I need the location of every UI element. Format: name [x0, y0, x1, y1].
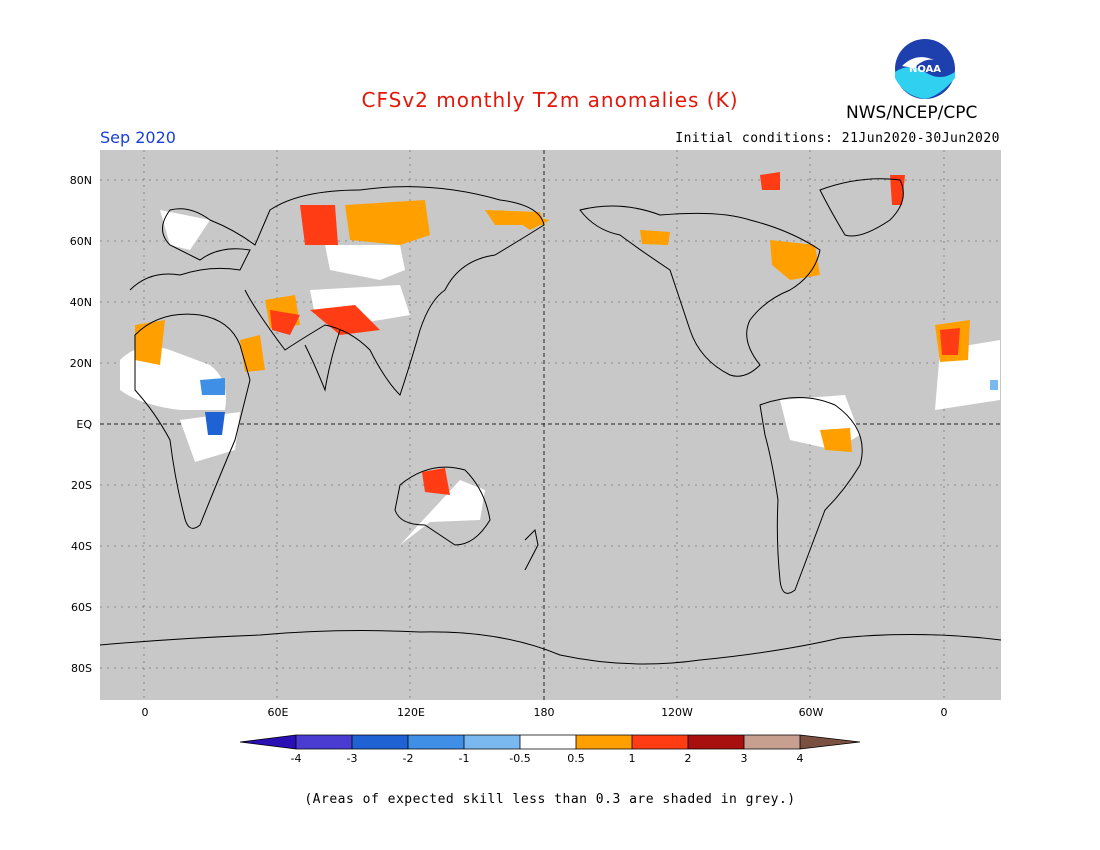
lat-label: 20S	[71, 479, 92, 492]
lat-label: EQ	[76, 418, 92, 431]
lon-label: 0	[940, 706, 948, 719]
logo-text: NOAA	[909, 64, 941, 75]
skill-note: (Areas of expected skill less than 0.3 a…	[304, 792, 796, 807]
lon-label: 120E	[397, 706, 425, 719]
colorbar-label: -2	[402, 752, 414, 765]
colorbar-label: 0.5	[567, 752, 585, 765]
colorbar-label: -3	[346, 752, 358, 765]
strong-warm-anomaly-areas	[270, 172, 960, 495]
colorbar	[240, 734, 860, 750]
colorbar-label: 2	[684, 752, 692, 765]
lat-label: 80N	[69, 174, 92, 187]
colorbar-bin	[464, 735, 520, 749]
colorbar-bin	[688, 735, 744, 749]
chart-title: CFSv2 monthly T2m anomalies (K)	[361, 88, 739, 112]
colorbar-label: -0.5	[509, 752, 531, 765]
colorbar-arrow-high	[800, 735, 860, 749]
colorbar-label: -4	[290, 752, 302, 765]
forecast-month: Sep 2020	[100, 128, 176, 147]
coastlines	[100, 178, 1001, 665]
colorbar-bin	[744, 735, 800, 749]
lon-label: 120W	[661, 706, 693, 719]
colorbar-label: 4	[796, 752, 804, 765]
lat-label: 60N	[69, 235, 92, 248]
agency-label: NWS/NCEP/CPC	[846, 103, 978, 123]
lat-label: 40N	[69, 296, 92, 309]
colorbar-arrow-low	[240, 735, 296, 749]
colorbar-bin	[632, 735, 688, 749]
colorbar-bin	[520, 735, 576, 749]
colorbar-label: -1	[458, 752, 470, 765]
colorbar-bin	[296, 735, 352, 749]
lat-label: 20N	[69, 357, 92, 370]
cool-anomaly-areas	[200, 378, 998, 435]
noaa-logo-icon: NOAA	[895, 39, 955, 99]
colorbar-bin	[352, 735, 408, 749]
initial-conditions: Initial conditions: 21Jun2020-30Jun2020	[675, 131, 1000, 146]
colorbar-label: 1	[628, 752, 636, 765]
lon-label: 60W	[798, 706, 824, 719]
colorbar-bin	[408, 735, 464, 749]
lat-label: 60S	[71, 601, 92, 614]
colorbar-label: 3	[740, 752, 748, 765]
lat-label: 40S	[71, 540, 92, 553]
world-map	[100, 150, 1001, 700]
lat-label: 80S	[71, 662, 92, 675]
lon-label: 0	[141, 706, 149, 719]
lon-label: 180	[533, 706, 555, 719]
lon-label: 60E	[267, 706, 289, 719]
colorbar-bin	[576, 735, 632, 749]
